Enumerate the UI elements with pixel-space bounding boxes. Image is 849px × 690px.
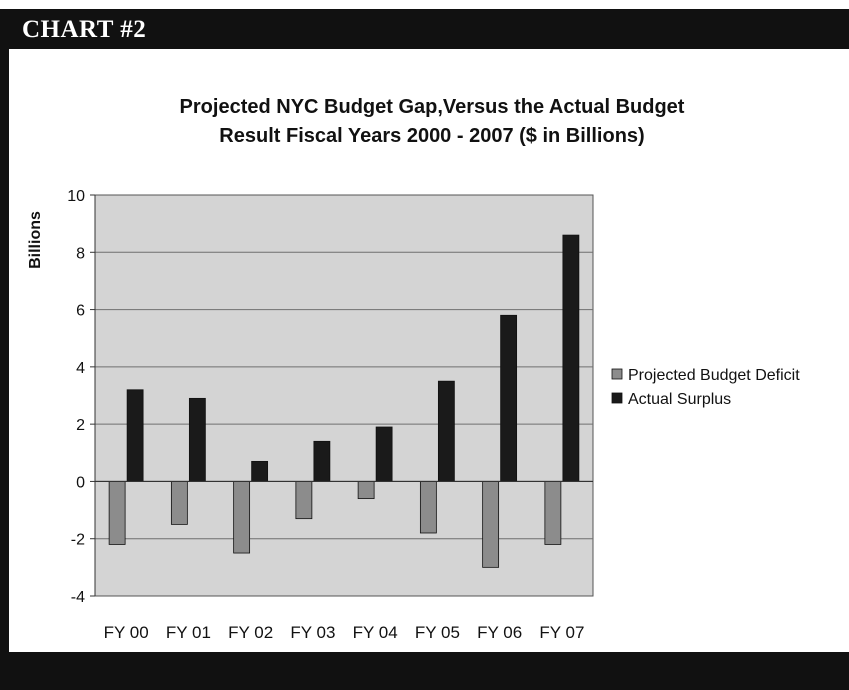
x-tick-label: FY 06 [477,623,522,642]
bar-projected-deficit [171,481,187,524]
bar-projected-deficit [234,481,250,553]
x-tick-label: FY 00 [104,623,149,642]
bar-actual-surplus [314,441,330,481]
bar-actual-surplus [376,427,392,481]
y-tick-label: 8 [76,245,85,262]
y-tick-label: 0 [76,474,85,491]
y-axis-title: Billions [27,211,44,269]
bar-actual-surplus [127,390,143,482]
plot-area [95,195,593,596]
bar-actual-surplus [438,381,454,481]
x-tick-label: FY 01 [166,623,211,642]
y-tick-label: 10 [67,188,85,205]
y-tick-label: 6 [76,303,85,320]
bar-projected-deficit [358,481,374,498]
y-tick-label: -2 [71,532,85,549]
y-tick-label: 4 [76,360,85,377]
x-tick-label: FY 03 [290,623,335,642]
x-tick-label: FY 02 [228,623,273,642]
bar-projected-deficit [296,481,312,518]
legend-swatch-projected-deficit [612,369,622,379]
bar-actual-surplus [252,461,268,481]
bar-projected-deficit [109,481,125,544]
bar-actual-surplus [501,315,517,481]
bar-actual-surplus [189,398,205,481]
legend-label-actual-surplus: Actual Surplus [628,391,731,408]
footer-bar [0,652,849,690]
chart-title-line-1: Projected NYC Budget Gap,Versus the Actu… [180,96,685,118]
y-tick-label: -4 [71,589,85,606]
y-tick-label: 2 [76,417,85,434]
bar-projected-deficit [545,481,561,544]
bar-projected-deficit [483,481,499,567]
bar-projected-deficit [420,481,436,533]
chart-title-line-2: Result Fiscal Years 2000 - 2007 ($ in Bi… [219,125,644,147]
x-tick-label: FY 05 [415,623,460,642]
x-tick-label: FY 07 [539,623,584,642]
legend-swatch-actual-surplus [612,393,622,403]
legend-label-projected-deficit: Projected Budget Deficit [628,367,800,384]
x-tick-label: FY 04 [353,623,398,642]
bar-actual-surplus [563,235,579,481]
